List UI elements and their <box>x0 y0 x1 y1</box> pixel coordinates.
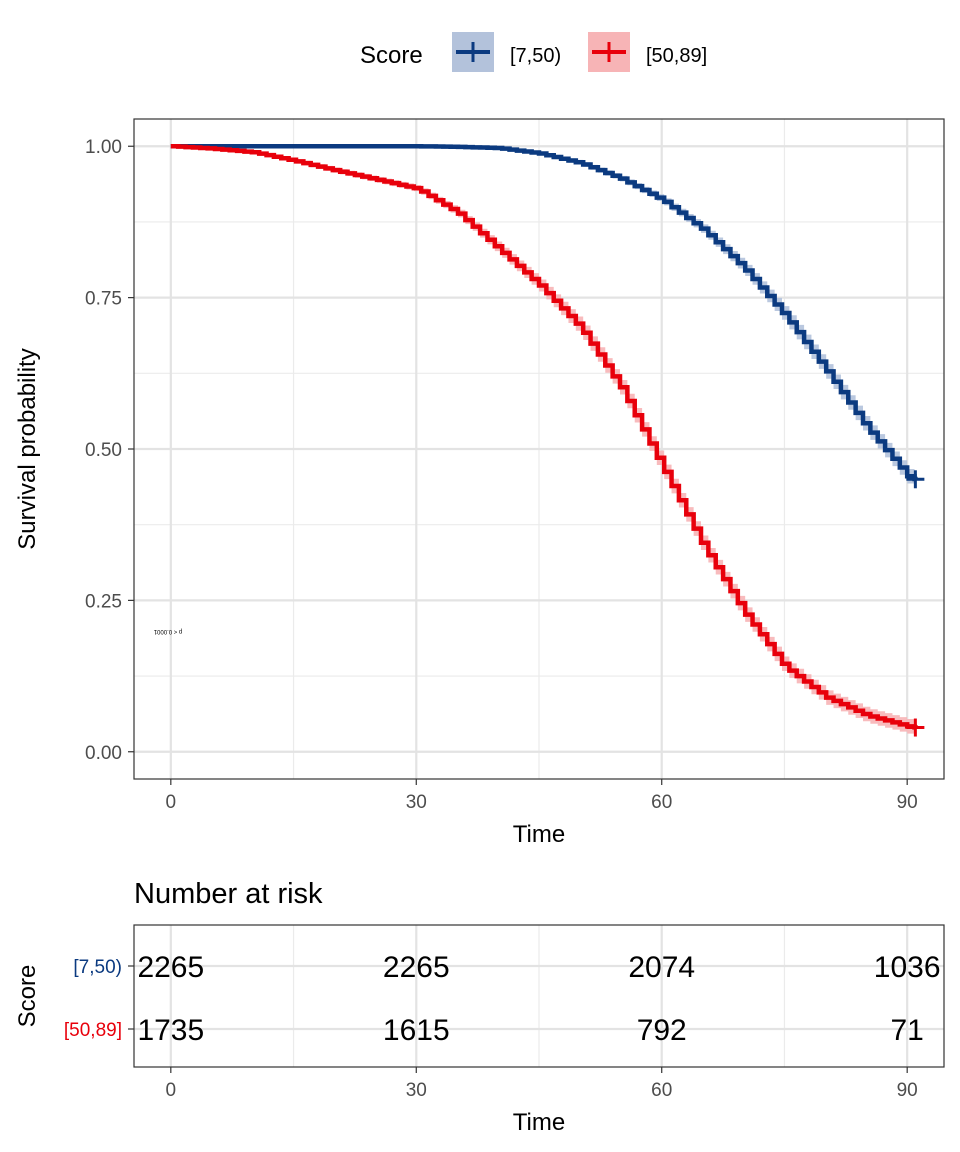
y-tick-label: 0.75 <box>85 289 122 310</box>
legend-entry-2: [50,89] <box>646 45 707 67</box>
legend-entry-1: [7,50) <box>510 45 561 67</box>
risk-row-label: [7,50) <box>73 957 122 978</box>
plot-grid <box>134 119 944 779</box>
y-axis-label: Survival probability <box>14 348 41 549</box>
p-value-annotation: p < 0.0001 <box>153 628 182 634</box>
risk-cell: 2265 <box>383 951 450 984</box>
survival-curve-2 <box>170 143 918 730</box>
risk-table-cells: 2265 2265 2074 1036 1735 1615 792 71 <box>137 951 940 1047</box>
survival-curve-1 <box>170 143 918 482</box>
risk-table-x-label: Time <box>513 1109 565 1136</box>
censor-marks <box>906 470 925 737</box>
legend-title: Score <box>360 42 423 69</box>
risk-table-border <box>133 924 945 1068</box>
y-tick-label: 0.25 <box>85 591 122 612</box>
x-tick-label: 30 <box>406 792 427 813</box>
survival-curves <box>170 143 918 730</box>
legend-key-1 <box>452 32 494 72</box>
y-tick-label: 0.50 <box>85 440 122 461</box>
risk-row-label: [50,89] <box>64 1020 122 1041</box>
risk-table-title: Number at risk <box>134 878 323 910</box>
x-tick-label: 0 <box>166 792 177 813</box>
risk-table-grid <box>134 925 944 1067</box>
survival-plot: 0.00 0.25 0.50 0.75 1.00 0 30 60 90 Time Surviv… <box>14 118 945 848</box>
risk-table-row-labels: [7,50) [50,89] <box>64 957 134 1041</box>
risk-cell: 792 <box>637 1014 687 1047</box>
risk-x-tick-label: 60 <box>651 1080 672 1101</box>
legend-key-2 <box>588 32 630 72</box>
x-tick-label: 60 <box>651 792 672 813</box>
legend: Score [7,50) [50,89] <box>360 32 707 72</box>
risk-cell: 1615 <box>383 1014 450 1047</box>
x-axis-label: Time <box>513 821 565 848</box>
risk-x-tick-label: 30 <box>406 1080 427 1101</box>
x-axis: 0 30 60 90 <box>166 779 918 813</box>
risk-cell: 1036 <box>874 951 941 984</box>
risk-cell: 2074 <box>628 951 695 984</box>
risk-table-y-label: Score <box>14 965 41 1028</box>
y-tick-label: 1.00 <box>85 137 122 158</box>
y-tick-label: 0.00 <box>85 743 122 764</box>
risk-cell: 2265 <box>137 951 204 984</box>
y-axis: 0.00 0.25 0.50 0.75 1.00 <box>85 137 134 764</box>
risk-table: Number at risk 2265 2265 2074 1036 1735 1615 7… <box>14 878 945 1136</box>
x-tick-label: 90 <box>897 792 918 813</box>
risk-table-x-axis: 0 30 60 90 <box>166 1067 918 1101</box>
risk-cell: 1735 <box>137 1014 204 1047</box>
risk-x-tick-label: 90 <box>897 1080 918 1101</box>
risk-x-tick-label: 0 <box>166 1080 177 1101</box>
risk-cell: 71 <box>890 1014 923 1047</box>
